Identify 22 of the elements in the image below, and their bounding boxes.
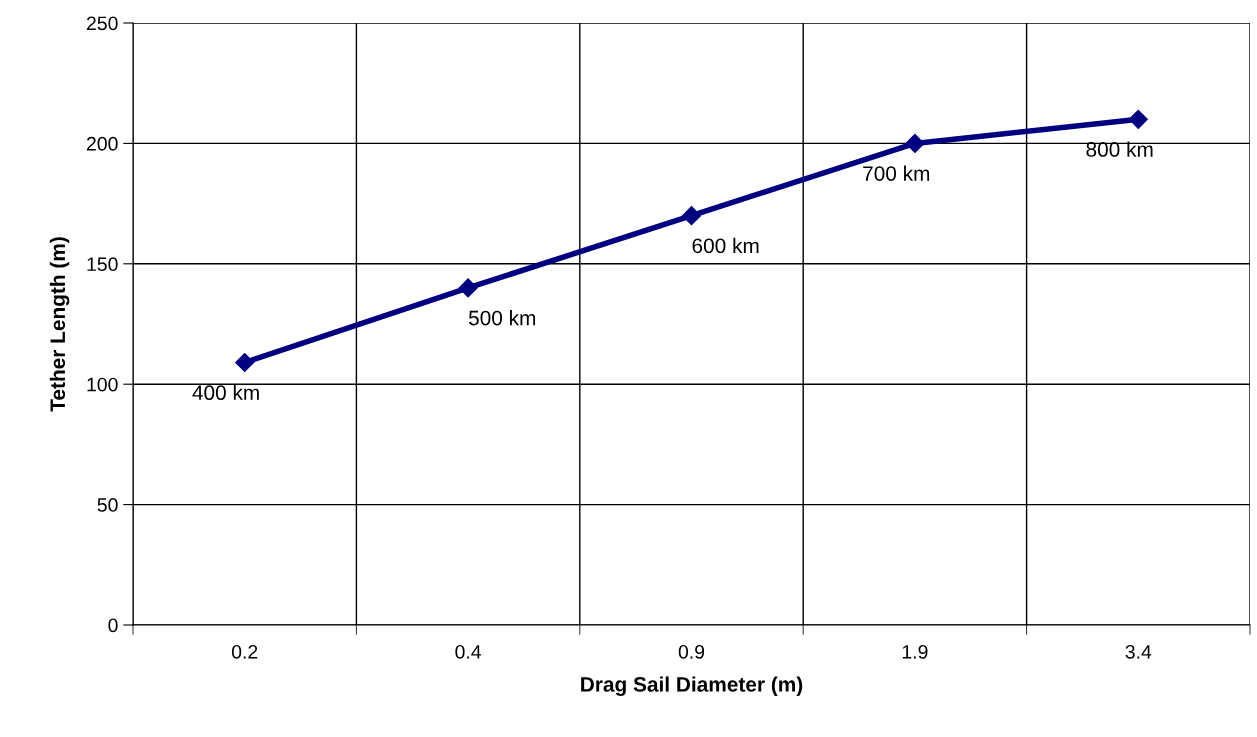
point (681, 206, 702, 226)
annotation: 700 km (863, 165, 930, 181)
annotation: 400 km (192, 384, 259, 401)
y-tick-label: 100 (87, 377, 118, 392)
annotation: 600 km (692, 237, 759, 254)
point (458, 278, 478, 298)
annotation: 500 km (468, 310, 536, 326)
x-axis-title: Drag Sail Diameter (m) (581, 676, 803, 696)
y-axis-title: Tether Length (m) (49, 237, 70, 412)
y-tick-label: 0 (108, 618, 118, 633)
point (1128, 109, 1148, 129)
y-tick-label: 150 (87, 257, 118, 272)
x-tick-label: 3.4 (1125, 644, 1152, 659)
y-tick-label: 250 (86, 16, 118, 31)
point (235, 352, 255, 373)
y-tick-label: 50 (97, 498, 118, 512)
x-tick-label: 0.4 (455, 644, 482, 659)
point (905, 133, 925, 153)
x-tick-label: 1.9 (902, 644, 928, 659)
x-tick-label: 0.9 (678, 644, 705, 659)
y-tick-label: 200 (86, 136, 118, 151)
x-tick-label: 0.2 (231, 644, 258, 659)
